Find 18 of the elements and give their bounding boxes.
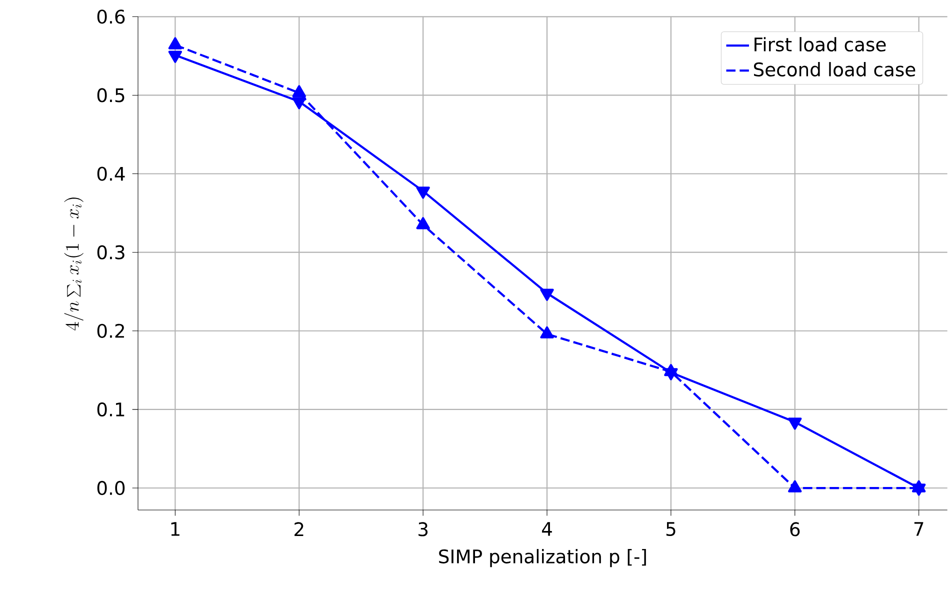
y-axis-title: $4/n\sum_{i} x_i(1-x_i)$ — [64, 198, 84, 330]
y-tick-label: 0.1 — [97, 402, 124, 417]
y-tick-label: 0.5 — [97, 88, 124, 102]
x-axis-title: SIMP penalization p [-] — [439, 549, 646, 568]
y-tick-label: 0.0 — [97, 480, 125, 496]
legend-label: Second load case — [754, 62, 916, 76]
x-tick-label: 7 — [914, 522, 924, 536]
x-tick-label: 6 — [790, 522, 800, 536]
y-tick-label: 0.3 — [97, 245, 124, 260]
x-tick-label: 3 — [418, 522, 428, 536]
y-tick-label: 0.4 — [97, 166, 125, 181]
y-tick-label: 0.2 — [97, 324, 124, 338]
x-tick-label: 2 — [294, 522, 304, 536]
x-tick-label: 1 — [171, 522, 180, 536]
x-tick-label: 4 — [542, 522, 552, 536]
y-tick-label: 0.6 — [97, 10, 125, 24]
x-tick-label: 5 — [666, 522, 676, 536]
legend-label: First load case — [754, 37, 886, 52]
